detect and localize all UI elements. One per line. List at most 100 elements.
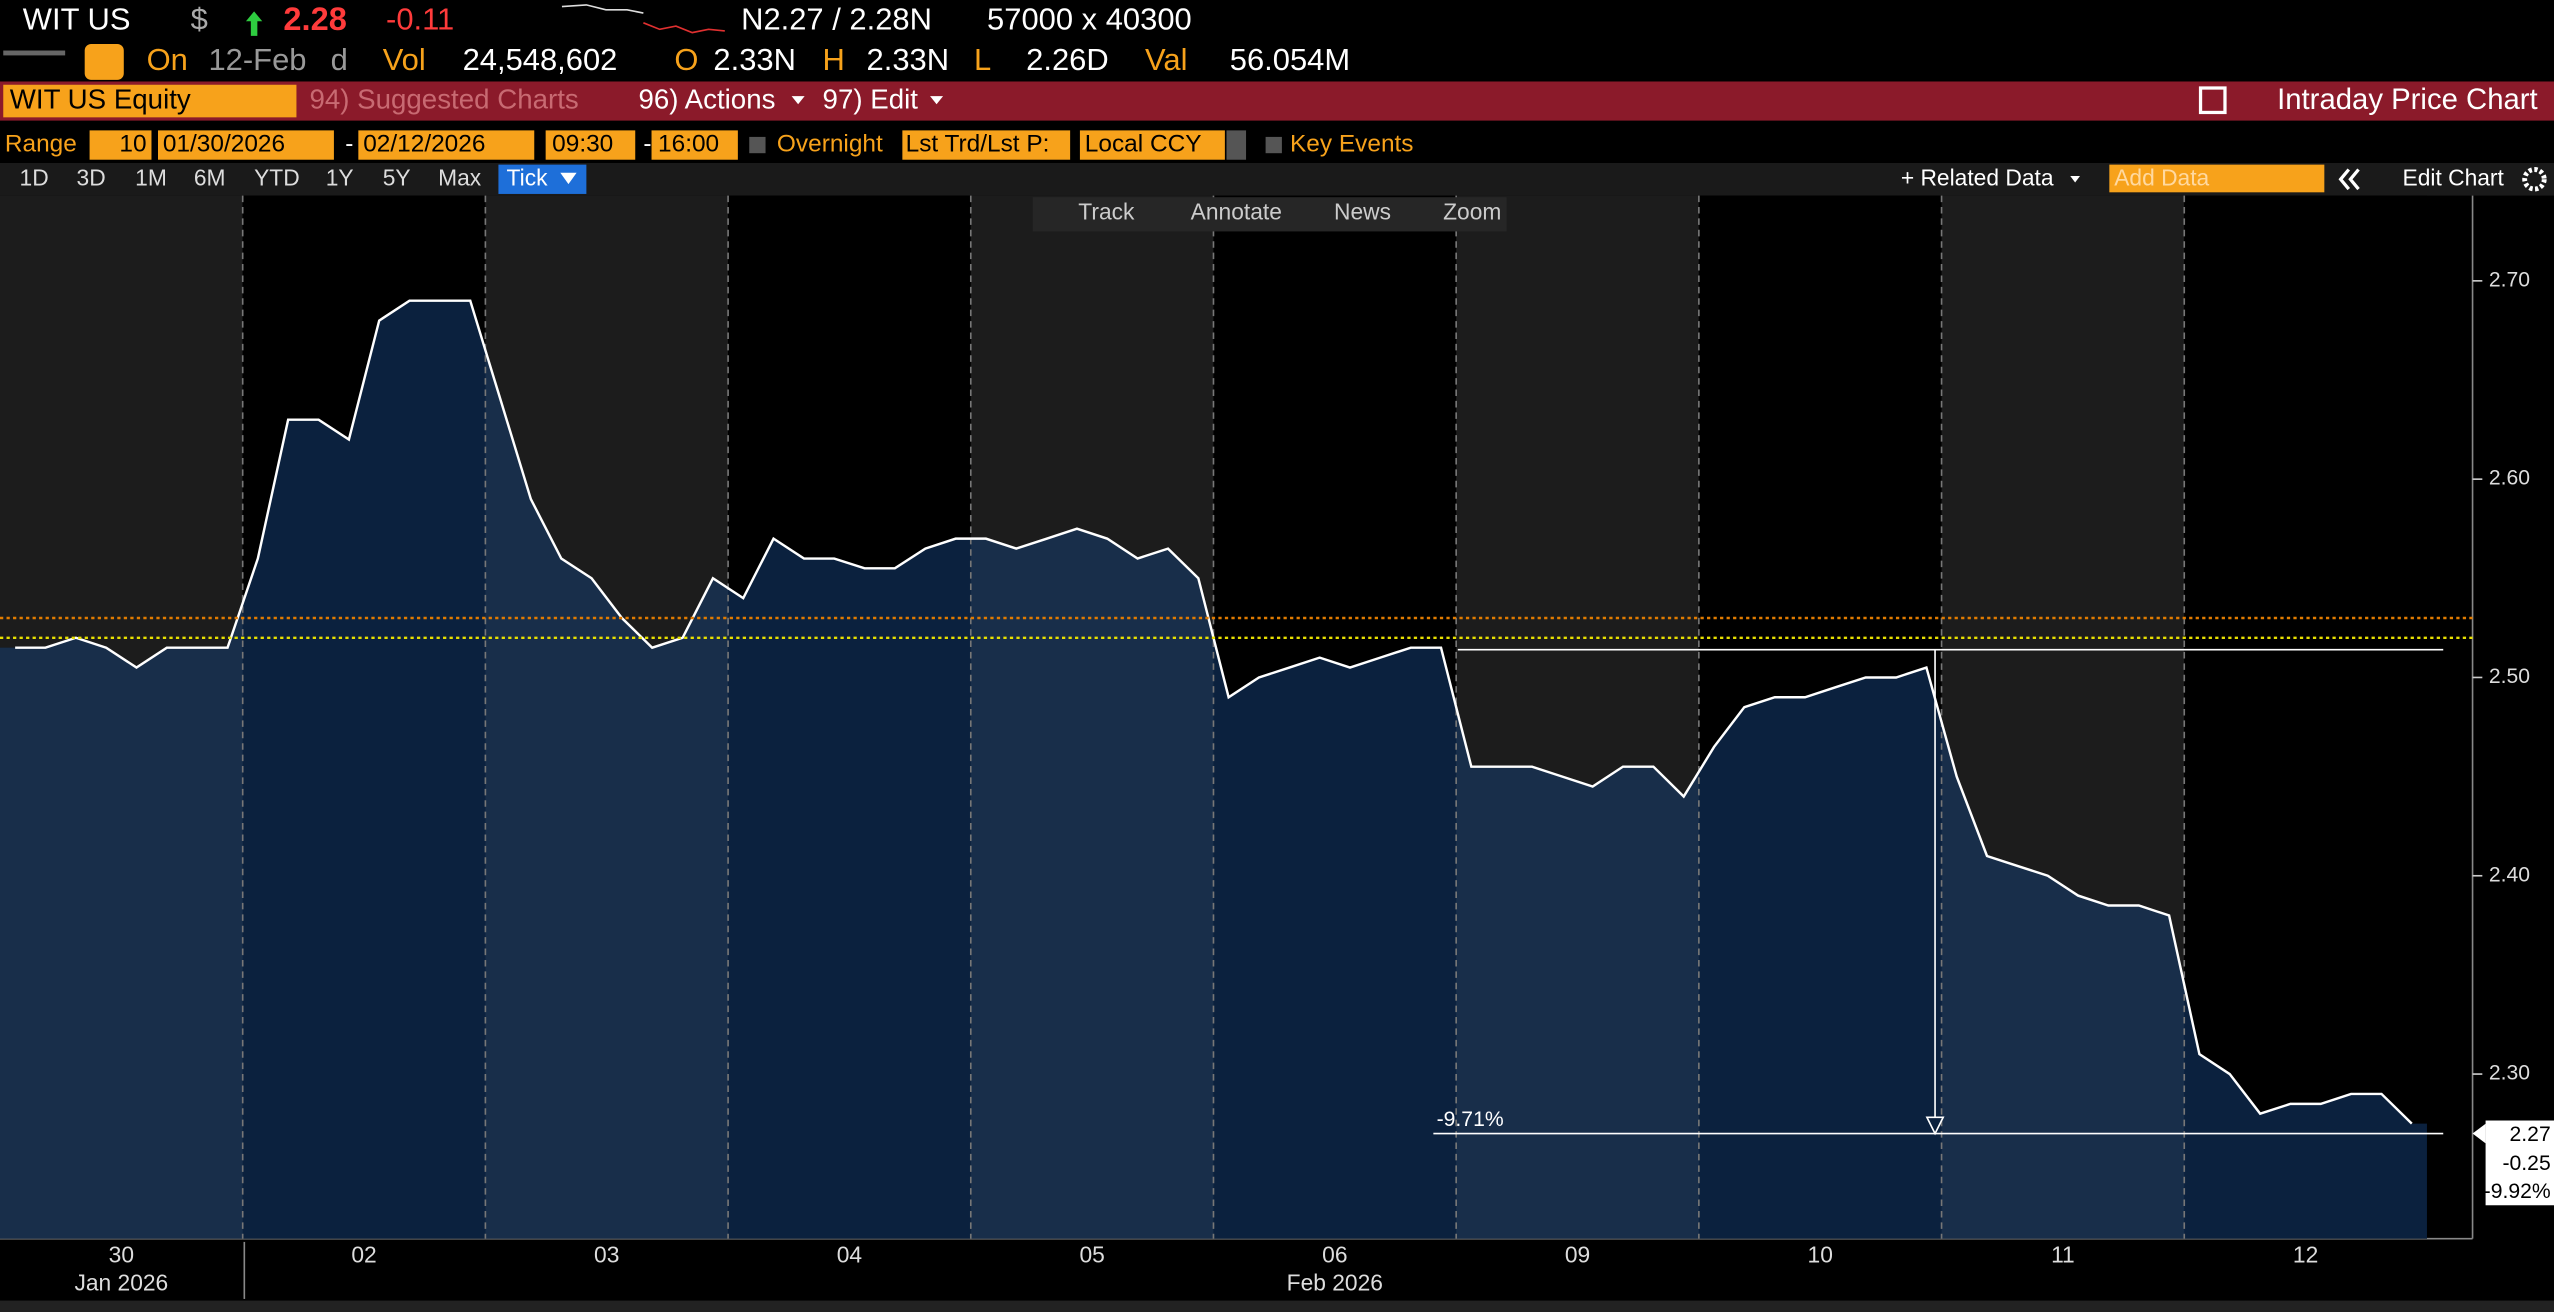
period-button[interactable]: Max <box>438 164 482 190</box>
x-tick-label: 06 <box>1322 1242 1347 1268</box>
tool-button[interactable]: Zoom <box>1443 199 1501 225</box>
x-tick-label: 03 <box>594 1242 619 1268</box>
input-box[interactable] <box>358 130 535 160</box>
input-box[interactable] <box>902 130 1071 160</box>
checkbox[interactable] <box>749 136 766 154</box>
header-bg <box>0 0 2554 82</box>
caret <box>930 96 944 105</box>
quote-field: 2.33N <box>713 42 796 77</box>
period-button[interactable]: 1M <box>135 164 167 190</box>
x-tick-label: 10 <box>1808 1242 1833 1268</box>
sparkline <box>561 4 644 14</box>
collapse-icon[interactable] <box>2338 168 2351 191</box>
gear-icon[interactable] <box>2522 167 2547 192</box>
bid-ask: N2.27 / 2.28N <box>741 1 932 36</box>
month-label: Jan 2026 <box>74 1269 168 1295</box>
separator: - <box>345 131 353 158</box>
y-tick-label: 2.70 <box>2489 268 2530 291</box>
x-tick-label: 05 <box>1079 1242 1104 1268</box>
tool-button[interactable]: Annotate <box>1191 199 1282 225</box>
tool-button[interactable]: Track <box>1078 199 1135 225</box>
period-button[interactable]: 3D <box>77 164 106 190</box>
dropdown[interactable]: Lst Trd/Lst P: <box>906 131 1050 158</box>
input-box[interactable] <box>89 130 152 160</box>
quote-field: L <box>974 42 991 77</box>
input-box[interactable] <box>1079 130 1225 160</box>
security-box[interactable] <box>3 84 297 118</box>
checkbox[interactable] <box>1265 136 1282 154</box>
last-label-box <box>2485 1120 2554 1206</box>
period-button[interactable]: YTD <box>254 164 300 190</box>
arrow-head <box>1925 1116 1945 1136</box>
chart-tools <box>1032 197 1507 232</box>
separator: - <box>643 131 651 158</box>
popout-icon[interactable] <box>2198 86 2227 115</box>
quote-field: O <box>674 42 698 77</box>
tool-button[interactable]: News <box>1334 199 1391 225</box>
quote-field: 2.33N <box>867 42 950 77</box>
up-arrow <box>245 11 263 36</box>
caret <box>791 96 805 105</box>
last-pointer <box>2472 1123 2486 1144</box>
dropdown[interactable]: Local CCY <box>1085 131 1202 158</box>
quote-field: 2.26D <box>1026 42 1109 77</box>
period-button[interactable]: 5Y <box>383 164 411 190</box>
related-data[interactable]: + Related Data <box>1901 164 2054 190</box>
icon[interactable] <box>84 44 124 80</box>
function-title: Intraday Price Chart <box>2277 83 2538 116</box>
y-tick-label: 2.60 <box>2489 467 2530 490</box>
x-tick-label: 11 <box>2051 1242 2075 1268</box>
x-tick-label: 12 <box>2293 1242 2318 1268</box>
month-label: Feb 2026 <box>1287 1269 1383 1295</box>
menu-bar <box>0 81 2554 121</box>
measure-label: -9.71% <box>1437 1108 1504 1131</box>
last-price: 2.28 <box>283 1 346 37</box>
currency: $ <box>191 1 208 36</box>
y-tick-label: 2.40 <box>2489 863 2530 886</box>
quote-field: d <box>331 42 348 77</box>
x-tick-label: 09 <box>1565 1242 1590 1268</box>
menu-item[interactable]: 96) Actions <box>638 83 775 114</box>
checkbox-label: Overnight <box>777 131 883 158</box>
y-tick-label: 2.50 <box>2489 665 2530 688</box>
caret <box>560 172 577 185</box>
quote-field: 56.054M <box>1230 42 1350 77</box>
add-data-input[interactable]: Add Data <box>2114 164 2209 190</box>
x-axis-band <box>0 1238 2554 1312</box>
sparkline <box>643 22 725 34</box>
time-input[interactable]: 09:30 <box>552 131 613 158</box>
input-box[interactable] <box>157 130 334 160</box>
ticker: WIT US <box>23 1 131 36</box>
time-input[interactable]: 16:00 <box>658 131 719 158</box>
last-percent: -9.92% <box>2484 1180 2551 1203</box>
range-label: Range <box>5 131 77 158</box>
x-tick-label: 02 <box>351 1242 376 1268</box>
collapse-icon[interactable] <box>2348 168 2360 191</box>
quote-field: 24,548,602 <box>463 42 618 77</box>
period-button[interactable]: 1D <box>20 164 49 190</box>
x-tick-label: 30 <box>109 1242 134 1268</box>
last-change: -0.25 <box>2502 1152 2550 1175</box>
security-name[interactable]: WIT US Equity <box>10 83 191 114</box>
days-input[interactable]: 10 <box>119 131 146 158</box>
date-input[interactable]: 02/12/2026 <box>363 131 485 158</box>
date-input[interactable]: 01/30/2026 <box>163 131 285 158</box>
menu-item[interactable]: 94) Suggested Charts <box>309 83 578 114</box>
period-button[interactable]: Tick <box>507 164 549 190</box>
period-button[interactable]: 1Y <box>326 164 354 190</box>
quote-field: H <box>823 42 845 77</box>
menu-item[interactable]: 97) Edit <box>823 83 919 114</box>
quote-field: Vol <box>383 42 426 77</box>
caret <box>2070 176 2081 183</box>
icon <box>3 50 66 56</box>
input-box[interactable] <box>651 130 738 160</box>
add-data-box[interactable] <box>2109 164 2325 193</box>
input-box[interactable] <box>545 130 636 160</box>
footer <box>0 1300 2554 1312</box>
period-button[interactable]: 6M <box>194 164 226 190</box>
dropdown-arrow <box>1226 130 1247 160</box>
checkbox-label: Key Events <box>1290 131 1413 158</box>
edit-chart[interactable]: Edit Chart <box>2403 164 2505 190</box>
x-tick-label: 04 <box>837 1242 863 1268</box>
